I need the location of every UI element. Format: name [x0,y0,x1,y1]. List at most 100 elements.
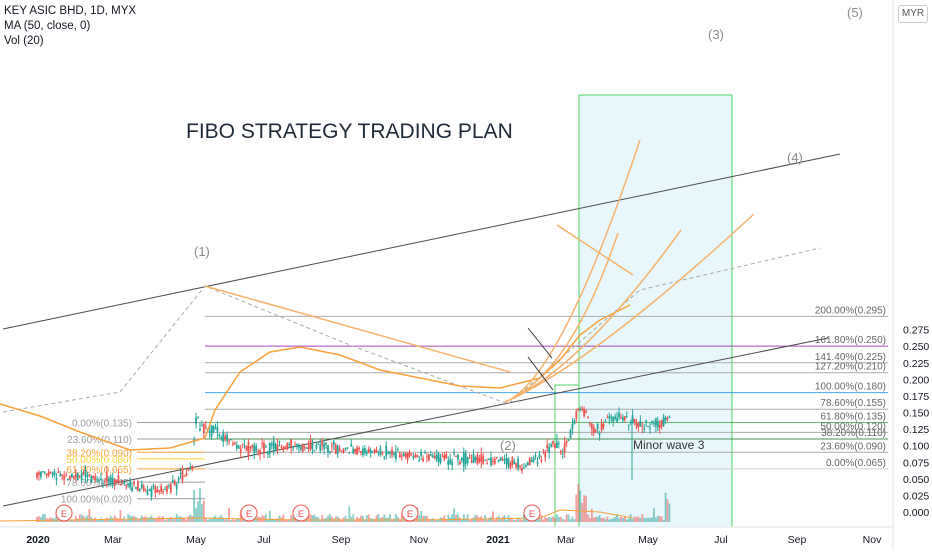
candle-body [201,424,203,426]
earnings-marker-icon [401,504,419,522]
earnings-marker-label: E [407,509,413,520]
candle-body [104,480,106,482]
ma50-line [0,304,631,451]
candle-body [439,457,442,464]
x-tick-label: Jul [714,534,727,546]
candle-body [408,451,411,456]
candle-body [524,465,527,467]
volume-bar [363,519,366,522]
volume-bar [556,514,558,522]
candle-body [625,416,628,418]
candle-body [115,479,118,483]
candle-body [175,484,178,490]
y-tick-label: 0.075 [903,457,929,469]
candle-body [606,417,609,419]
volume-ma-line [0,509,634,522]
candle-body [484,459,487,461]
candle-body [616,417,618,423]
ma-indicator-label[interactable]: MA (50, close, 0) [4,20,91,32]
candle-body [427,454,430,461]
volume-bar [492,511,494,522]
candle-body [387,452,390,455]
candle-body [257,450,260,452]
candle-body [84,469,87,477]
candle-body [649,427,651,429]
volume-bar [80,514,83,522]
candle-body [292,446,294,449]
candle-body [552,441,554,444]
fib1-level-label: 0.00%(0.135) [72,418,132,429]
volume-bar [610,518,613,522]
currency-badge[interactable]: MYR [898,5,928,23]
candle-body [125,486,128,488]
candle-body [658,424,661,429]
volume-bar [565,514,568,522]
candle-body [468,457,471,459]
volume-indicator-label[interactable]: Vol (20) [4,35,44,47]
volume-bar [377,514,380,522]
earnings-marker-label: E [246,509,252,520]
volume-bar [402,516,405,522]
candle-body [319,444,322,451]
volume-bar [239,510,242,522]
candle-body [398,453,401,457]
volume-bar [625,519,628,522]
candle-body [315,444,318,449]
volume-bar [587,514,589,522]
volume-bar [490,516,492,522]
volume-bar [282,514,285,522]
volume-bar [270,518,273,522]
fib2-level-label: 38.20%(0.110) [821,428,886,439]
candle-body [526,462,529,465]
candle-body [451,461,454,466]
volume-bar [501,516,504,522]
volume-bar [575,494,578,522]
candle-body [63,475,66,480]
candle-body [237,445,240,449]
candle-body [666,418,669,420]
candle-body [581,409,584,411]
candle-body [136,481,139,491]
volume-bar [111,517,114,522]
volume-bar [142,517,145,522]
candle-body [464,453,467,465]
candle-body [105,473,108,482]
candle-body [309,439,312,450]
candle-body [185,473,188,476]
volume-bar [649,518,651,522]
y-tick-label: 0.025 [903,490,929,502]
volume-bar [237,518,240,522]
candle-body [344,448,347,450]
candle-body [298,445,300,448]
volume-bar [360,515,362,522]
candle-body [61,474,64,476]
candle-body [395,452,397,460]
candle-body [503,458,506,461]
candle-body [569,429,572,439]
candle-body [255,445,258,451]
earnings-marker-icon [292,504,310,522]
candle-body [400,456,403,458]
candle-body [604,421,607,423]
symbol-title[interactable]: KEY ASIC BHD, 1D, MYX [4,5,137,17]
x-tick-label: Mar [557,534,576,546]
candle-body [602,424,605,428]
candle-body [620,416,622,418]
candle-body [612,417,615,422]
candle-body [348,452,351,454]
volume-bar [544,516,547,522]
candle-body [65,474,67,476]
volume-bar [375,515,378,522]
candle-body [369,449,372,454]
wave-label: (2) [500,438,516,453]
candle-body [253,445,256,454]
volume-bar [581,502,584,522]
volume-bar [272,519,275,522]
candle-body [230,439,232,441]
volume-bar [499,518,502,522]
fib1-level-label: 38.20%(0.090) [66,448,132,459]
volume-bar [451,514,454,522]
candle-body [371,451,374,453]
